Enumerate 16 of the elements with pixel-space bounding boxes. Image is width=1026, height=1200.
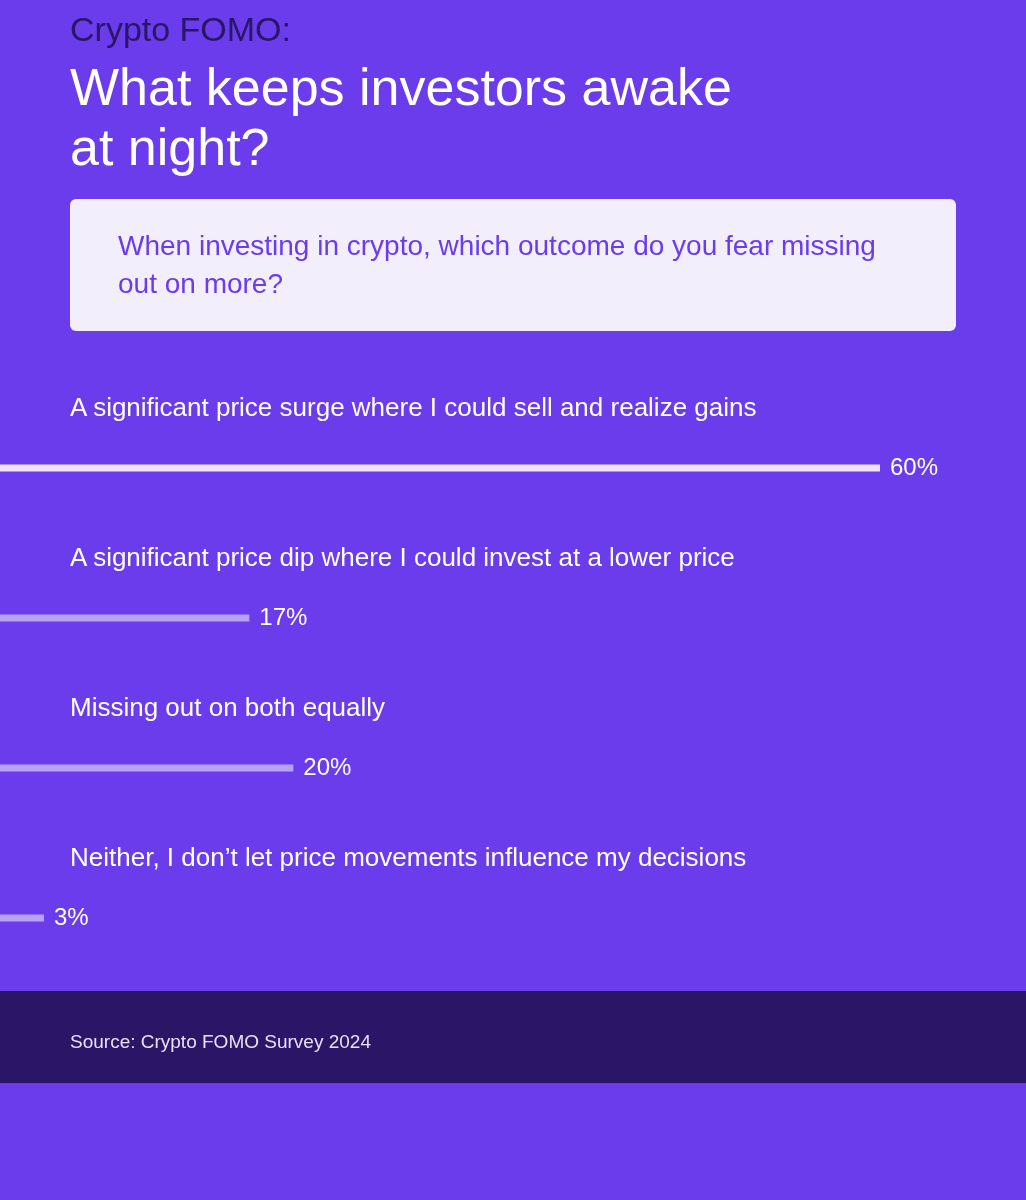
source-note: Source: Crypto FOMO Survey 2024 — [0, 991, 1026, 1083]
chart-subtitle: What keeps investors awake at night? — [70, 57, 733, 177]
y-tick-label: A significant price dip where I could invest at a lower price — [70, 542, 735, 572]
chart-title: Crypto FOMO: — [70, 10, 293, 49]
y-tick-label: Missing out on both equally — [70, 692, 386, 722]
data-label: 3% — [54, 903, 89, 930]
y-tick-label: A significant price surge where I could sell and realize gains — [70, 392, 757, 422]
y-tick-label: Neither, I don’t let price movements influence my decisions — [70, 842, 747, 872]
bar — [0, 614, 250, 622]
bar — [0, 914, 44, 922]
bar — [0, 764, 294, 772]
data-label: 60% — [890, 453, 939, 480]
data-label: 20% — [303, 753, 352, 780]
bar — [0, 464, 880, 472]
text: When investing in crypto, which outcome do you fear missing out on more? — [70, 199, 956, 331]
data-label: 17% — [259, 603, 308, 630]
